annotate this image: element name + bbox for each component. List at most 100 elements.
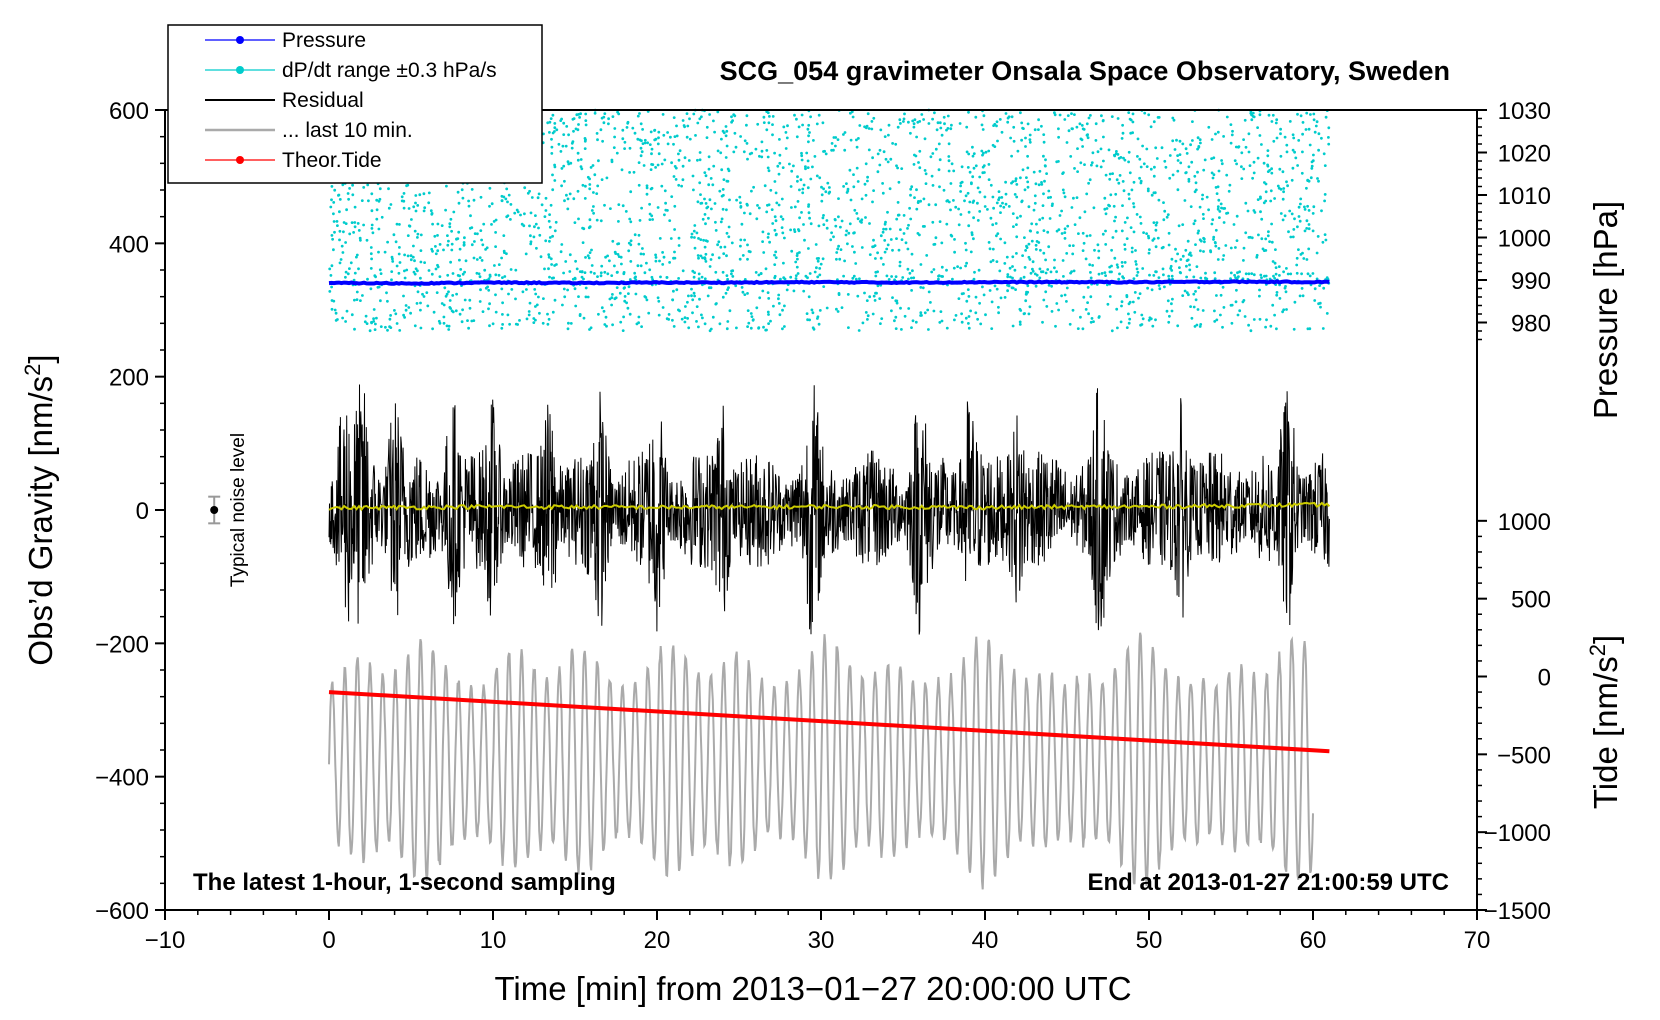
dpdt-point	[703, 171, 707, 175]
dpdt-point	[1263, 181, 1266, 184]
dpdt-point	[596, 275, 599, 278]
dpdt-point	[1247, 272, 1251, 276]
dpdt-point	[621, 204, 625, 208]
dpdt-point	[700, 275, 704, 279]
dpdt-point	[657, 299, 661, 303]
dpdt-point	[702, 238, 705, 242]
dpdt-point	[940, 265, 944, 269]
dpdt-point	[910, 289, 913, 292]
dpdt-point	[875, 291, 878, 295]
dpdt-point	[1219, 202, 1223, 206]
dpdt-point	[448, 299, 452, 302]
dpdt-point	[1101, 232, 1105, 236]
dpdt-point	[863, 182, 867, 186]
dpdt-point	[1188, 268, 1192, 272]
dpdt-point	[842, 185, 845, 188]
dpdt-point	[1003, 241, 1007, 245]
dpdt-point	[926, 308, 930, 312]
dpdt-point	[1270, 240, 1274, 244]
dpdt-point	[890, 309, 893, 313]
dpdt-point	[478, 256, 482, 259]
dpdt-point	[1038, 218, 1042, 222]
dpdt-point	[931, 220, 935, 224]
dpdt-point	[699, 238, 703, 242]
dpdt-point	[758, 154, 761, 158]
dpdt-point	[338, 198, 342, 201]
dpdt-point	[412, 244, 415, 248]
dpdt-point	[945, 199, 949, 203]
dpdt-point	[749, 312, 753, 315]
dpdt-point	[478, 275, 482, 279]
y-tick-label-tide: 1000	[1498, 509, 1551, 536]
dpdt-point	[1281, 170, 1285, 174]
dpdt-point	[576, 158, 580, 162]
dpdt-point	[899, 228, 902, 232]
dpdt-point	[1145, 232, 1148, 236]
dpdt-point	[467, 326, 470, 330]
dpdt-point	[540, 203, 544, 207]
dpdt-point	[550, 152, 554, 155]
dpdt-point	[852, 173, 855, 177]
dpdt-point	[773, 276, 777, 280]
dpdt-point	[1046, 268, 1050, 271]
dpdt-point	[589, 270, 593, 274]
x-tick-label: 20	[644, 927, 671, 954]
dpdt-point	[1015, 235, 1019, 239]
dpdt-point	[573, 287, 577, 291]
dpdt-point	[533, 225, 536, 229]
dpdt-point	[907, 307, 911, 310]
dpdt-point	[422, 209, 426, 213]
dpdt-point	[1050, 204, 1054, 208]
dpdt-point	[1260, 237, 1264, 241]
dpdt-point	[1026, 122, 1030, 126]
dpdt-point	[344, 320, 347, 323]
dpdt-point	[624, 210, 628, 213]
dpdt-point	[748, 212, 752, 216]
dpdt-point	[1295, 271, 1299, 275]
dpdt-point	[561, 303, 564, 307]
dpdt-point	[1041, 320, 1044, 324]
dpdt-point	[1042, 154, 1045, 158]
dpdt-point	[1181, 294, 1185, 297]
dpdt-point	[577, 123, 580, 126]
dpdt-point	[1048, 217, 1052, 220]
dpdt-point	[937, 277, 940, 281]
dpdt-point	[855, 166, 859, 170]
dpdt-point	[947, 169, 951, 173]
dpdt-point	[1111, 172, 1114, 176]
dpdt-point	[434, 245, 437, 248]
dpdt-point	[806, 186, 810, 190]
dpdt-point	[590, 209, 594, 212]
dpdt-point	[672, 175, 676, 178]
dpdt-point	[1158, 287, 1162, 291]
dpdt-point	[500, 287, 504, 291]
dpdt-point	[1266, 170, 1270, 174]
dpdt-point	[839, 225, 842, 229]
dpdt-point	[1268, 277, 1272, 281]
dpdt-point	[982, 151, 985, 155]
dpdt-point	[771, 115, 775, 118]
dpdt-point	[932, 243, 936, 246]
dpdt-point	[713, 202, 717, 205]
dpdt-point	[1032, 208, 1036, 212]
dpdt-point	[921, 286, 925, 290]
y-tick-label-pressure: 1030	[1498, 98, 1551, 125]
dpdt-point	[750, 151, 754, 155]
dpdt-point	[1104, 229, 1107, 233]
dpdt-point	[663, 213, 666, 217]
dpdt-point	[937, 274, 940, 278]
dpdt-point	[949, 233, 953, 237]
dpdt-point	[608, 259, 611, 263]
dpdt-point	[328, 290, 332, 293]
dpdt-point	[1015, 183, 1019, 186]
dpdt-point	[746, 243, 749, 247]
dpdt-point	[1148, 273, 1151, 277]
dpdt-point	[446, 273, 450, 277]
dpdt-point	[698, 297, 701, 301]
dpdt-point	[879, 128, 883, 132]
dpdt-point	[878, 148, 882, 152]
dpdt-point	[375, 316, 378, 320]
dpdt-point	[910, 326, 913, 329]
dpdt-point	[386, 240, 389, 244]
dpdt-point	[432, 310, 436, 314]
